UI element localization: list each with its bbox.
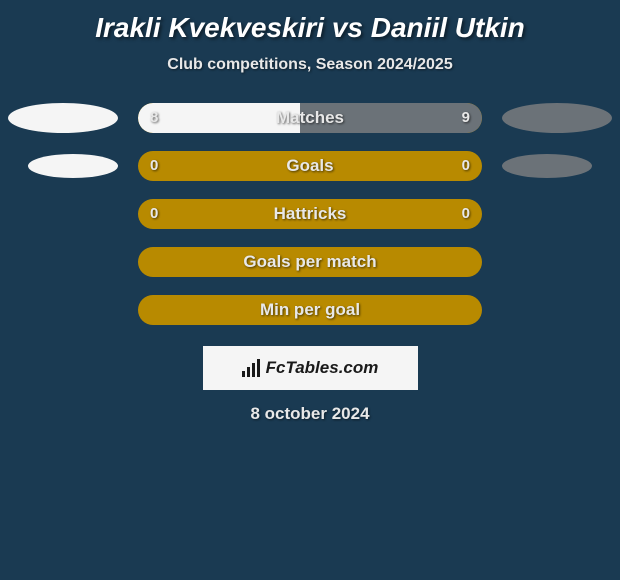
- stat-row: 00Hattricks: [8, 198, 612, 230]
- stat-row: Goals per match: [8, 246, 612, 278]
- date-text: 8 october 2024: [8, 404, 612, 424]
- page-title: Irakli Kvekveskiri vs Daniil Utkin: [8, 12, 612, 44]
- brand-chart-icon: [242, 359, 260, 377]
- stat-bar: 00Goals: [138, 151, 482, 181]
- stats-rows: 89Matches 00Goals 00Hattricks Goals per mat…: [8, 102, 612, 326]
- stat-label: Hattricks: [138, 199, 482, 229]
- stat-row: Min per goal: [8, 294, 612, 326]
- stat-label: Min per goal: [138, 295, 482, 325]
- right-player-bubble: [502, 154, 592, 178]
- stat-bar: Min per goal: [138, 295, 482, 325]
- stat-label: Goals per match: [138, 247, 482, 277]
- stat-row: 00Goals: [8, 150, 612, 182]
- stat-bar: 89Matches: [138, 103, 482, 133]
- stat-label: Goals: [138, 151, 482, 181]
- brand-badge: FcTables.com: [203, 346, 418, 390]
- stat-label: Matches: [138, 103, 482, 133]
- right-player-bubble: [502, 103, 612, 133]
- subtitle: Club competitions, Season 2024/2025: [8, 56, 612, 74]
- stat-bar: Goals per match: [138, 247, 482, 277]
- left-player-bubble: [28, 154, 118, 178]
- brand-text: FcTables.com: [266, 358, 379, 378]
- left-player-bubble: [8, 103, 118, 133]
- stat-bar: 00Hattricks: [138, 199, 482, 229]
- stat-row: 89Matches: [8, 102, 612, 134]
